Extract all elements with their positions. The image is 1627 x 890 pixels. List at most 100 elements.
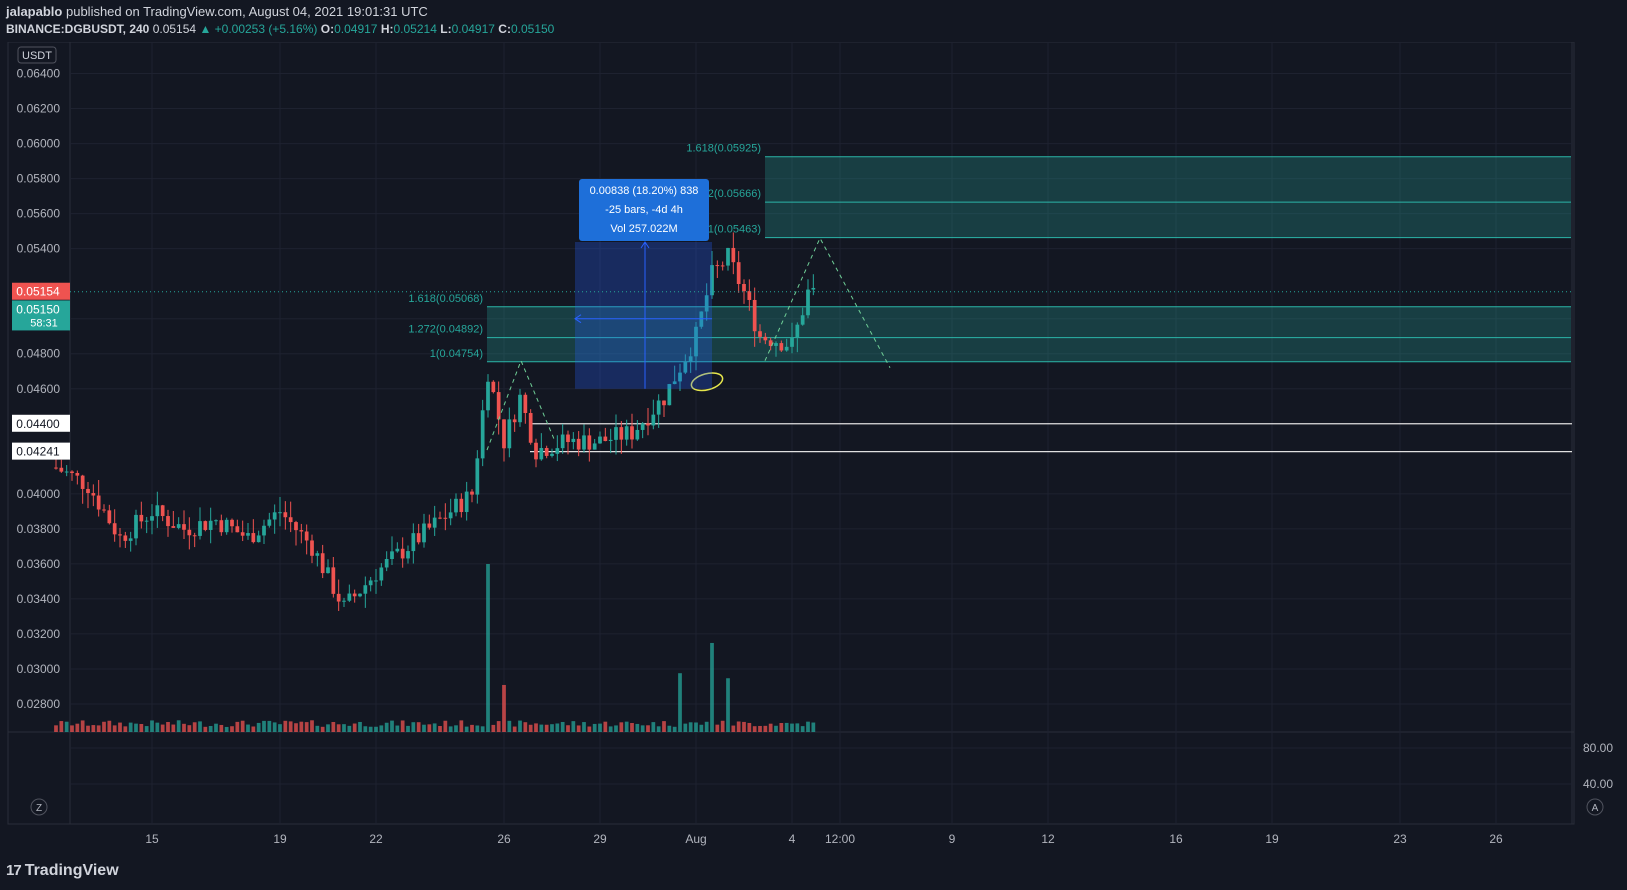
volume-bar xyxy=(459,720,464,732)
volume-bar xyxy=(294,723,298,732)
volume-bar xyxy=(118,722,122,732)
indicator-tick-label: 80.00 xyxy=(1583,741,1613,755)
candle-body xyxy=(75,473,80,476)
volume-bar xyxy=(107,720,112,732)
volume-bar xyxy=(555,723,560,732)
candle-body xyxy=(54,467,58,469)
volume-bar xyxy=(731,725,736,732)
candle-body xyxy=(470,491,474,495)
candle-body xyxy=(480,410,485,459)
y-tick-label: 0.05800 xyxy=(17,172,61,186)
volume-bar xyxy=(176,720,181,732)
y-tick-label: 0.03600 xyxy=(17,557,61,571)
candle-body xyxy=(267,519,272,526)
volume-bar xyxy=(192,722,197,732)
y-tick-label: 0.04800 xyxy=(17,347,61,361)
volume-bar xyxy=(219,724,224,732)
volume-bar xyxy=(315,725,320,732)
author-name[interactable]: jalapablo xyxy=(6,4,63,19)
candle-body xyxy=(763,336,768,341)
volume-bar xyxy=(427,724,432,732)
candle-body xyxy=(395,548,400,552)
candle-body xyxy=(672,381,677,385)
candle-body xyxy=(262,525,266,536)
volume-bar xyxy=(160,724,165,732)
x-tick-label: 9 xyxy=(949,832,956,846)
volume-bar xyxy=(299,721,304,732)
countdown-label: 58:31 xyxy=(30,317,58,329)
x-tick-label: 19 xyxy=(273,832,287,846)
zoom-button[interactable] xyxy=(30,798,48,816)
volume-bar xyxy=(800,726,805,732)
candle-body xyxy=(614,427,618,440)
candle-body xyxy=(662,400,666,406)
volume-bar xyxy=(182,723,186,732)
high-label: H: xyxy=(380,22,394,36)
symbol-name[interactable]: BINANCE:DGBUSDT, 240 xyxy=(6,22,150,36)
pattern-line-left xyxy=(486,359,556,451)
candle-body xyxy=(688,356,693,362)
tradingview-logo-icon: 17 xyxy=(6,862,22,879)
auto-scale-button[interactable] xyxy=(1586,798,1604,816)
volume-bar xyxy=(235,721,240,732)
candle-body xyxy=(736,262,741,285)
candle-body xyxy=(198,521,202,536)
volume-bar xyxy=(470,724,474,732)
volume-bar xyxy=(155,722,160,732)
candle-body xyxy=(246,533,250,536)
candle-body xyxy=(523,394,528,414)
volume-bar xyxy=(102,721,106,732)
fib-level-label: 1(0.05463) xyxy=(708,224,761,236)
candle-body xyxy=(416,533,421,543)
volume-bar xyxy=(272,722,277,732)
price-label-bg xyxy=(12,414,70,432)
volume-bar xyxy=(432,723,437,732)
volume-bar xyxy=(507,720,512,732)
volume-bar xyxy=(640,725,645,732)
candle-body xyxy=(64,471,69,473)
volume-bar xyxy=(416,722,421,732)
candle-body xyxy=(544,447,549,456)
candle-body xyxy=(795,324,800,338)
zoom-button-label: Z xyxy=(36,803,42,814)
candle-body xyxy=(70,471,74,474)
fib-zone xyxy=(765,156,1571,238)
volume-bar xyxy=(128,722,133,732)
candle-body xyxy=(768,340,773,346)
candle-body xyxy=(507,419,512,449)
volume-bar xyxy=(187,725,192,732)
currency-label: USDT xyxy=(22,50,52,62)
x-tick-label: 29 xyxy=(593,832,607,846)
candle-body xyxy=(374,580,378,582)
candle-body xyxy=(539,447,544,460)
candle-body xyxy=(518,394,522,423)
volume-bar xyxy=(379,725,384,732)
x-tick-label: Aug xyxy=(685,832,706,846)
volume-bar xyxy=(811,722,816,732)
measure-tooltip-line: Vol 257.022M xyxy=(610,223,677,235)
price-chart[interactable]: 0.06400 0.06200 0.06000 0.05800 0.05600 0.054… xyxy=(0,42,1627,858)
volume-bar xyxy=(763,725,768,732)
close-value: 0.05150 xyxy=(510,22,555,36)
volume-bar xyxy=(704,721,709,732)
candle-body xyxy=(635,429,640,440)
open-label: O: xyxy=(320,22,335,36)
candle-body xyxy=(256,535,261,543)
volume-bar xyxy=(747,722,752,732)
volume-bar xyxy=(635,723,640,732)
candle-body xyxy=(715,265,720,267)
candle-body xyxy=(806,289,810,316)
candle-body xyxy=(678,372,682,382)
volume-bar xyxy=(779,722,784,732)
fib-zone xyxy=(487,306,1571,362)
volume-bar xyxy=(534,723,538,732)
volume-bar xyxy=(603,721,608,732)
candle-body xyxy=(566,434,570,443)
fib-level-label: 1.618(0.05925) xyxy=(686,143,761,155)
candle-body xyxy=(592,443,597,450)
volume-bar xyxy=(518,720,522,732)
candle-body xyxy=(224,519,229,533)
volume-bar xyxy=(646,725,650,732)
volume-bar xyxy=(230,726,234,732)
volume-bar xyxy=(374,726,378,732)
